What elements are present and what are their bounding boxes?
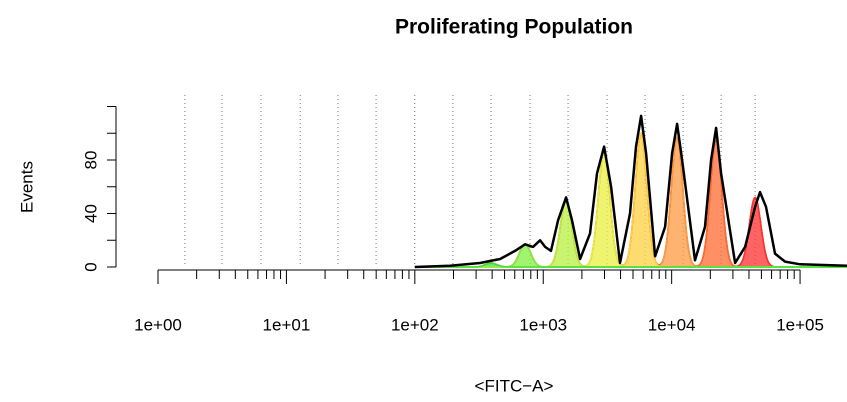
x-tick-label: 1e+05 bbox=[776, 315, 824, 334]
x-tick-label: 1e+01 bbox=[263, 315, 311, 334]
plot: 1e+00 1e+01 1e+02 1e+03 1e+04 1e+05 0 40 80 bbox=[81, 95, 847, 334]
x-tick-label: 1e+02 bbox=[391, 315, 439, 334]
peak-fill bbox=[414, 244, 847, 267]
x-tick-label: 1e+04 bbox=[648, 315, 696, 334]
chart-title: Proliferating Population bbox=[395, 16, 633, 39]
y-tick-label: 40 bbox=[81, 204, 100, 223]
histogram-line bbox=[414, 114, 847, 269]
y-tick-label: 0 bbox=[81, 262, 100, 271]
x-axis-label: <FITC−A> bbox=[475, 376, 554, 395]
x-tick-label: 1e+03 bbox=[519, 315, 567, 334]
y-axis-label: Events bbox=[17, 161, 36, 213]
peak-fill bbox=[414, 197, 847, 267]
y-tick-label: 80 bbox=[81, 151, 100, 170]
x-tick-label: 1e+00 bbox=[134, 315, 182, 334]
peak-outline bbox=[414, 262, 847, 268]
